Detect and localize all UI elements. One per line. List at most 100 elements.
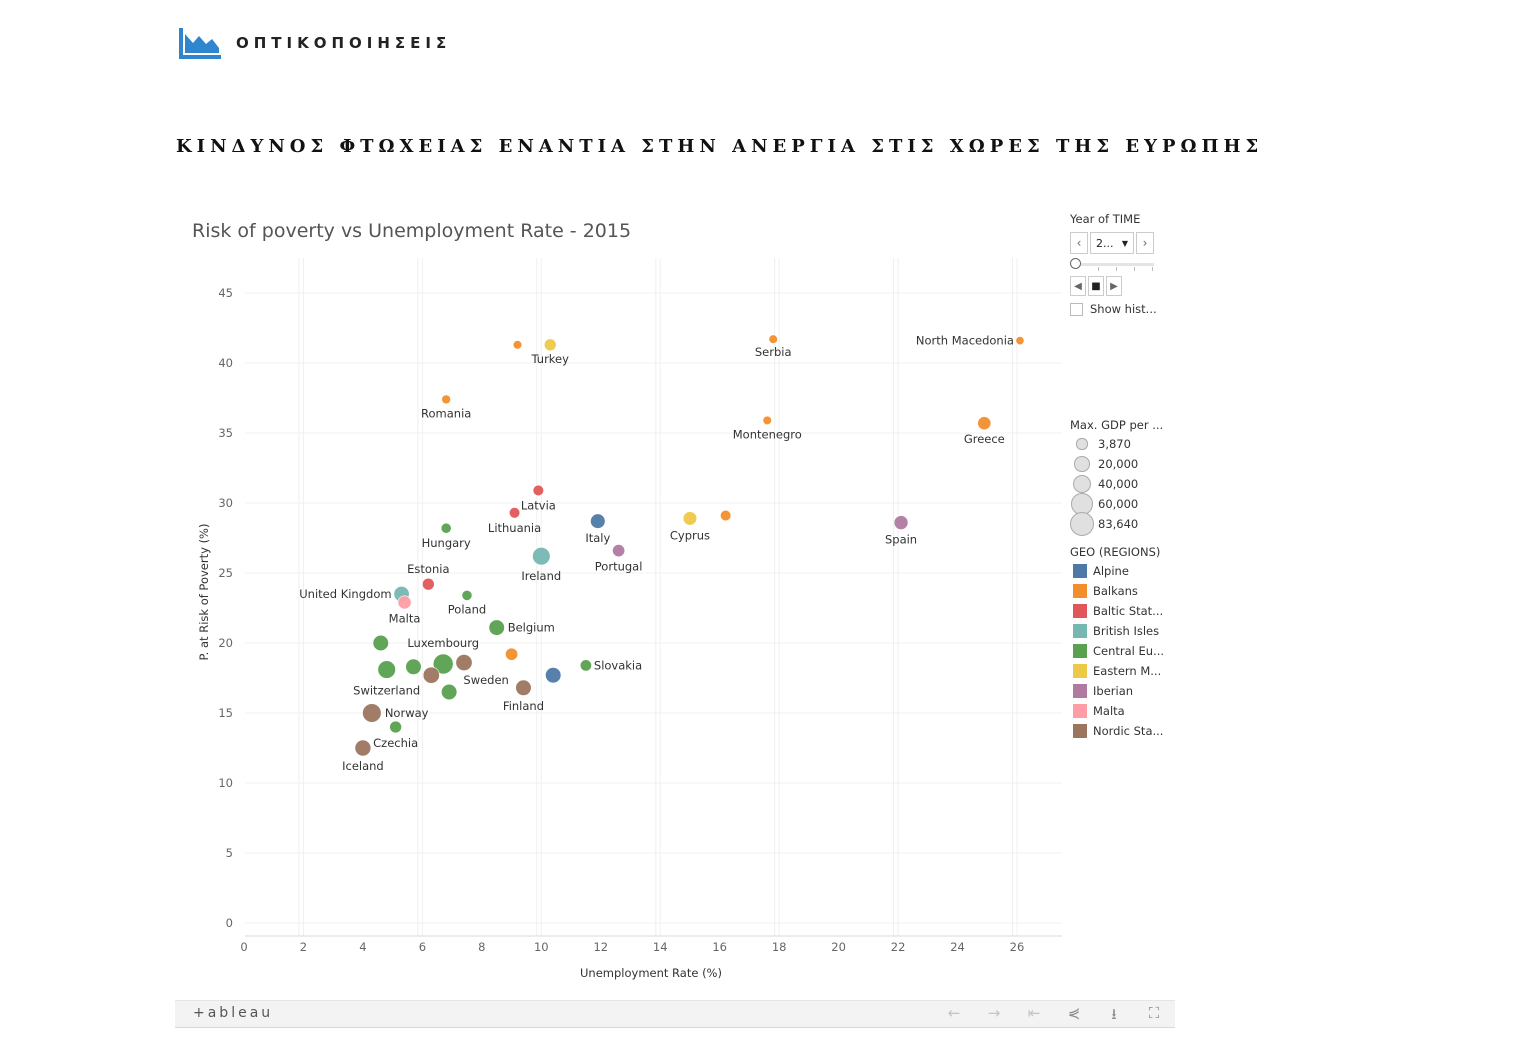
data-point (545, 667, 562, 684)
color-legend-item[interactable]: Baltic Stat... (1070, 601, 1180, 621)
y-tick-label: 20 (218, 636, 233, 650)
data-point (397, 595, 412, 610)
tableau-toolbar: +ableau ← → ⇤ ⋞ ⭳ ⛶ (175, 1000, 1175, 1028)
color-legend-label: Alpine (1093, 564, 1129, 578)
data-point (432, 653, 454, 675)
y-tick-label: 10 (218, 776, 233, 790)
data-point (455, 654, 473, 672)
stop-icon: ■ (1091, 280, 1101, 292)
size-legend-item[interactable]: 83,640 (1070, 512, 1180, 536)
data-point (893, 515, 909, 530)
redo-icon[interactable]: → (987, 1004, 1001, 1022)
point-label: Ireland (521, 569, 561, 583)
size-legend-label: 83,640 (1098, 517, 1139, 531)
size-legend: Max. GDP per ... 3,870 20,000 40,000 60,000… (1070, 418, 1180, 536)
color-legend-item[interactable]: Central Eu... (1070, 641, 1180, 661)
year-next-button[interactable]: › (1136, 232, 1154, 254)
point-label: Czechia (373, 736, 418, 750)
color-swatch (1073, 624, 1087, 638)
point-label: Sweden (463, 673, 508, 687)
year-prev-button[interactable]: ‹ (1070, 232, 1088, 254)
x-tick-label: 26 (1010, 940, 1025, 954)
point-label: Hungary (422, 536, 471, 550)
color-swatch (1073, 604, 1087, 618)
size-legend-item[interactable]: 40,000 (1070, 474, 1180, 494)
stop-button[interactable]: ■ (1088, 276, 1104, 296)
x-tick-label: 10 (534, 940, 549, 954)
size-legend-label: 60,000 (1098, 497, 1139, 511)
show-history-checkbox[interactable] (1070, 302, 1083, 316)
color-legend: GEO (REGIONS) Alpine Balkans Baltic Stat..… (1070, 545, 1180, 741)
revert-icon[interactable]: ⇤ (1027, 1004, 1041, 1022)
data-point (579, 659, 592, 672)
color-legend-item[interactable]: Eastern M... (1070, 661, 1180, 681)
tableau-logo[interactable]: +ableau (193, 1005, 274, 1021)
x-tick-label: 0 (240, 940, 247, 954)
undo-icon[interactable]: ← (947, 1004, 961, 1022)
play-forward-button[interactable]: ▶ (1106, 276, 1122, 296)
play-backward-button[interactable]: ◀ (1070, 276, 1086, 296)
color-legend-item[interactable]: British Isles (1070, 621, 1180, 641)
data-point (362, 703, 382, 723)
data-point (543, 338, 557, 352)
page-title: ΚΙΝΔΥΝΟΣ ΦΤΩΧΕΙΑΣ ΕΝΑΝΤΙΑ ΣΤΗΝ ΑΝΕΡΓΙΑ Σ… (176, 136, 1264, 157)
point-label: Italy (585, 531, 610, 545)
data-point (512, 340, 523, 350)
size-legend-item[interactable]: 3,870 (1070, 434, 1180, 454)
size-legend-item[interactable]: 60,000 (1070, 493, 1180, 515)
data-point (532, 484, 544, 497)
data-point (372, 634, 389, 652)
caret-down-icon: ▼ (1121, 238, 1128, 248)
color-swatch (1073, 704, 1087, 718)
play-forward-icon: ▶ (1110, 280, 1118, 292)
site-logo[interactable]: ΟΠΤΙΚΟΠΟΙΗΣΕΙΣ (178, 26, 451, 60)
color-legend-item[interactable]: Nordic Sta... (1070, 721, 1180, 741)
y-tick-label: 15 (218, 706, 233, 720)
year-filter-title: Year of TIME (1070, 212, 1141, 226)
share-icon[interactable]: ⋞ (1067, 1004, 1081, 1022)
slider-tick (1152, 267, 1153, 271)
scatter-chart[interactable]: 0 2 4 6 8 10 12 14 16 18 20 22 24 2605101520253035404… (0, 0, 1518, 1000)
year-filter: Year of TIME ‹ 2... ▼ › ◀ ■ ▶ Show hist.… (1070, 212, 1170, 316)
y-tick-label: 45 (218, 286, 233, 300)
point-label: Luxembourg (407, 636, 479, 650)
color-legend-title: GEO (REGIONS) (1070, 545, 1161, 559)
data-point (441, 683, 458, 701)
data-point (612, 544, 626, 558)
y-tick-label: 30 (218, 496, 233, 510)
data-point (422, 577, 435, 591)
size-legend-label: 3,870 (1098, 437, 1131, 451)
color-legend-item[interactable]: Malta (1070, 701, 1180, 721)
color-legend-item[interactable]: Alpine (1070, 561, 1180, 581)
slider-knob[interactable] (1070, 258, 1081, 269)
point-label: Lithuania (488, 521, 541, 535)
point-label: United Kingdom (299, 587, 391, 601)
color-swatch (1073, 564, 1087, 578)
color-legend-item[interactable]: Iberian (1070, 681, 1180, 701)
x-tick-label: 20 (831, 940, 846, 954)
year-slider[interactable] (1070, 258, 1154, 272)
point-label: Portugal (595, 560, 643, 574)
y-tick-label: 40 (218, 356, 233, 370)
year-select[interactable]: 2... ▼ (1090, 232, 1134, 254)
data-point (461, 590, 473, 601)
color-legend-item[interactable]: Balkans (1070, 581, 1180, 601)
show-history-toggle[interactable]: Show hist... (1070, 302, 1170, 316)
data-point (682, 511, 698, 526)
data-point (389, 720, 402, 734)
chart-title: Risk of poverty vs Unemployment Rate - 2… (192, 220, 632, 242)
size-legend-item[interactable]: 20,000 (1070, 454, 1180, 474)
chevron-right-icon: › (1142, 236, 1148, 250)
point-label: Iceland (342, 759, 384, 773)
point-label: Romania (421, 406, 471, 420)
size-legend-label: 40,000 (1098, 477, 1139, 491)
point-label: Slovakia (594, 658, 642, 672)
fullscreen-icon[interactable]: ⛶ (1148, 1004, 1160, 1022)
color-swatch (1073, 664, 1087, 678)
data-point (441, 394, 451, 405)
play-backward-icon: ◀ (1074, 280, 1082, 292)
point-label: Latvia (521, 498, 556, 512)
y-tick-label: 35 (218, 426, 233, 440)
download-icon[interactable]: ⭳ (1111, 1005, 1117, 1023)
color-swatch (1073, 724, 1087, 738)
